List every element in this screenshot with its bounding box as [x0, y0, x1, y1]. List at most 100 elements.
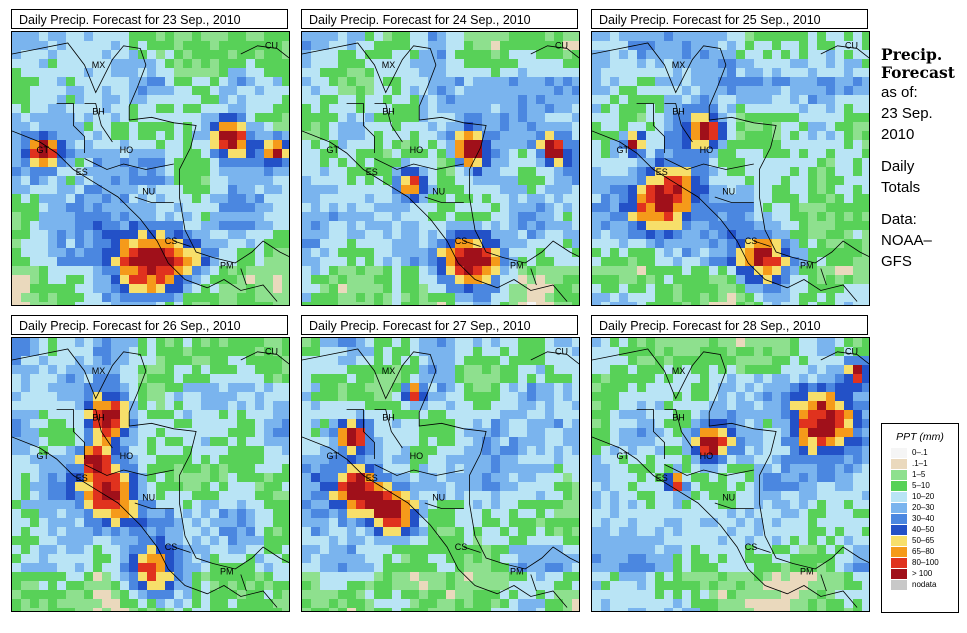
legend-item: 0–.1	[891, 447, 958, 458]
legend-item: 50–65	[891, 535, 958, 546]
totals-line2: Totals	[881, 179, 921, 196]
precip-grid	[592, 338, 869, 611]
region-label-cu: CU	[265, 347, 278, 357]
precip-grid	[592, 32, 869, 305]
region-label-es: ES	[366, 167, 378, 177]
legend-label: 30–40	[912, 513, 935, 523]
region-label-pm: PM	[510, 261, 524, 271]
region-label-mx: MX	[382, 60, 396, 70]
region-label-ho: HO	[120, 451, 133, 461]
side-title-line2: Forecast	[881, 63, 955, 82]
legend-swatch	[891, 546, 907, 557]
panel-title: Daily Precip. Forecast for 26 Sep., 2010	[11, 315, 288, 335]
region-label-ho: HO	[700, 145, 714, 155]
region-label-gt: GT	[36, 451, 49, 461]
ppt-legend: PPT (mm) 0–.1.1–1 1–5 5–10 10–20 20–30 30–40 4…	[881, 423, 959, 613]
legend-label: 5–10	[912, 480, 930, 490]
legend-label: 50–65	[912, 535, 935, 545]
precip-map: MX BH GT HO ES NU CS PM CU	[591, 31, 870, 306]
legend-swatch	[891, 480, 907, 491]
legend-swatch	[891, 535, 907, 546]
side-title-line1: Precip.	[881, 45, 943, 64]
legend-swatch	[891, 568, 907, 579]
legend-label: 0–.1	[912, 447, 928, 457]
panel-title: Daily Precip. Forecast for 28 Sep., 2010	[591, 315, 868, 335]
precip-map: MX BH GT HO ES NU CS PM CU	[11, 337, 290, 612]
region-label-cs: CS	[165, 236, 178, 246]
region-label-nu: NU	[432, 492, 445, 502]
precip-grid	[302, 338, 579, 611]
coastlines	[302, 348, 579, 608]
legend-item: 80–100	[891, 557, 958, 568]
legend-item: 40–50	[891, 524, 958, 535]
coastlines	[12, 348, 289, 608]
coastlines	[592, 42, 869, 302]
legend-label: > 100	[912, 568, 933, 578]
side-info: Precip. Forecast as of: 23 Sep. 2010 Dai…	[881, 46, 967, 272]
region-label-cu: CU	[555, 347, 568, 357]
forecast-panel-2: Daily Precip. Forecast for 24 Sep., 2010…	[301, 9, 580, 306]
legend-swatch	[891, 491, 907, 502]
region-label-cu: CU	[845, 41, 858, 51]
legend-swatch	[891, 524, 907, 535]
region-label-cu: CU	[555, 41, 568, 51]
forecast-panel-1: Daily Precip. Forecast for 23 Sep., 2010…	[11, 9, 290, 306]
panel-title: Daily Precip. Forecast for 25 Sep., 2010	[591, 9, 868, 29]
legend-swatch	[891, 447, 907, 458]
region-label-bh: BH	[672, 413, 685, 423]
region-label-gt: GT	[36, 145, 49, 155]
region-label-bh: BH	[672, 107, 685, 117]
panel-title: Daily Precip. Forecast for 24 Sep., 2010	[301, 9, 578, 29]
legend-label: 10–20	[912, 491, 935, 501]
region-label-bh: BH	[382, 107, 395, 117]
legend-swatch	[891, 469, 907, 480]
legend-swatch	[891, 579, 907, 590]
legend-item: 20–30	[891, 502, 958, 513]
legend-item: 65–80	[891, 546, 958, 557]
region-label-ho: HO	[410, 145, 424, 155]
coastlines	[302, 42, 579, 302]
region-label-cu: CU	[845, 347, 858, 357]
legend-swatch	[891, 513, 907, 524]
region-label-mx: MX	[672, 60, 686, 70]
region-label-ho: HO	[120, 145, 133, 155]
precip-grid	[12, 338, 289, 611]
region-label-es: ES	[76, 473, 88, 483]
region-label-nu: NU	[722, 492, 735, 502]
precip-map: MX BH GT HO ES NU CS PM CU	[591, 337, 870, 612]
legend-item: 1–5	[891, 469, 958, 480]
region-label-ho: HO	[700, 451, 714, 461]
forecast-panel-6: Daily Precip. Forecast for 28 Sep., 2010…	[591, 315, 870, 612]
region-label-mx: MX	[92, 60, 106, 70]
legend-swatch	[891, 502, 907, 513]
region-label-es: ES	[656, 167, 668, 177]
precip-map: MX BH GT HO ES NU CS PM CU	[301, 31, 580, 306]
panel-title: Daily Precip. Forecast for 23 Sep., 2010	[11, 9, 288, 29]
legend-label: 80–100	[912, 557, 939, 567]
legend-label: 65–80	[912, 546, 935, 556]
region-label-es: ES	[656, 473, 668, 483]
region-label-ho: HO	[410, 451, 424, 461]
legend-label: 20–30	[912, 502, 935, 512]
region-label-pm: PM	[800, 261, 814, 271]
legend-title: PPT (mm)	[896, 431, 944, 443]
region-label-mx: MX	[382, 366, 396, 376]
legend-item: 10–20	[891, 491, 958, 502]
forecast-panel-5: Daily Precip. Forecast for 27 Sep., 2010…	[301, 315, 580, 612]
region-label-pm: PM	[800, 567, 814, 577]
region-label-gt: GT	[326, 451, 339, 461]
legend-item: 5–10	[891, 480, 958, 491]
region-label-cs: CS	[745, 236, 758, 246]
legend-label: 40–50	[912, 524, 935, 534]
legend-swatch	[891, 458, 907, 469]
region-label-es: ES	[76, 167, 88, 177]
forecast-panel-4: Daily Precip. Forecast for 26 Sep., 2010…	[11, 315, 290, 612]
region-label-nu: NU	[432, 186, 445, 196]
legend-label: 1–5	[912, 469, 926, 479]
asof-line1: as of:	[881, 84, 918, 101]
region-label-nu: NU	[142, 186, 155, 196]
legend-item: > 100	[891, 568, 958, 579]
totals-line1: Daily	[881, 158, 915, 175]
coastlines	[592, 348, 869, 608]
region-label-pm: PM	[220, 261, 234, 271]
